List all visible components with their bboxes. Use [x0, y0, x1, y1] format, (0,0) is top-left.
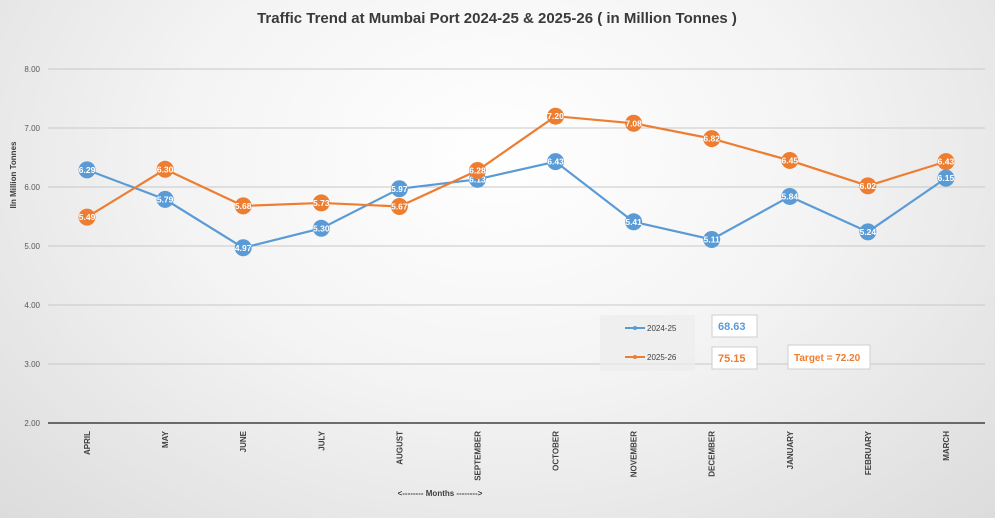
data-label: 5.84 [782, 191, 799, 201]
target-label: Target = 72.20 [794, 353, 861, 364]
data-label: 6.15 [938, 173, 955, 183]
data-label: 6.43 [938, 157, 955, 167]
data-point [78, 161, 96, 179]
x-tick-label: MAY [161, 430, 170, 448]
data-label: 5.73 [313, 198, 330, 208]
x-tick-label: AUGUST [395, 431, 404, 465]
y-tick-label: 2.00 [24, 419, 40, 428]
data-label: 5.30 [313, 223, 330, 233]
series-line [86, 115, 947, 219]
series-line [86, 160, 947, 249]
data-label: 6.29 [79, 165, 96, 175]
total-2025-26: 75.15 [718, 353, 746, 365]
legend-label-2024-25: 2024-25 [647, 324, 677, 333]
data-label: 5.11 [704, 235, 720, 245]
data-label: 6.28 [469, 165, 486, 175]
data-point [390, 180, 408, 198]
data-point [234, 197, 252, 215]
legend-label-2025-26: 2025-26 [647, 353, 677, 362]
data-label: 6.13 [469, 174, 486, 184]
data-point [859, 223, 877, 241]
data-label: 5.67 [391, 201, 408, 211]
data-label: 7.20 [547, 111, 564, 121]
y-tick-label: 4.00 [24, 301, 40, 310]
data-label: 6.45 [782, 155, 799, 165]
data-label: 5.97 [391, 184, 408, 194]
data-point [703, 130, 721, 148]
data-point [703, 231, 721, 249]
total-box-2025-26: 75.15 [711, 346, 758, 370]
data-label: 5.41 [625, 217, 642, 227]
x-tick-label: JUNE [239, 430, 248, 452]
data-point [781, 187, 799, 205]
data-point [937, 169, 955, 187]
x-tick-label: JULY [317, 430, 326, 450]
x-tick-label: MARCH [942, 431, 951, 461]
y-tick-label: 7.00 [24, 124, 40, 133]
y-axis-label: IIn Million Tonnes [9, 141, 18, 209]
series-2024-25: 6.29 5.79 4.97 5.30 5.97 6.13 6.43 5.41 5.11 5.84… [78, 153, 955, 257]
series-group: 6.29 5.79 4.97 5.30 5.97 6.13 6.43 5.41 5.11 5.84… [78, 107, 955, 257]
data-point [312, 194, 330, 212]
data-label: 6.02 [860, 181, 877, 191]
y-axis-ticks: 2.00 3.00 4.00 5.00 6.00 7.00 8.00 [24, 65, 40, 428]
data-point [781, 151, 799, 169]
data-point [937, 153, 955, 171]
x-tick-label: DECEMBER [708, 431, 717, 477]
x-tick-label: APRIL [83, 431, 92, 455]
data-point [625, 114, 643, 132]
data-label: 5.49 [79, 212, 96, 222]
data-point [78, 208, 96, 226]
total-2024-25: 68.63 [718, 321, 746, 333]
data-label: 4.97 [235, 243, 252, 253]
series-2025-26: 5.49 6.30 5.68 5.73 5.67 6.28 7.20 7.08 6.82 6.45… [78, 107, 955, 226]
data-point [547, 107, 565, 125]
gridlines [48, 68, 985, 424]
legend-background [600, 315, 695, 371]
data-point [156, 190, 174, 208]
y-tick-label: 5.00 [24, 242, 40, 251]
legend: 2024-25 2025-26 [600, 315, 695, 371]
data-point [547, 153, 565, 171]
data-point [859, 177, 877, 195]
data-label: 6.43 [547, 157, 564, 167]
legend-marker-2025-26 [633, 355, 637, 359]
data-label: 5.24 [860, 227, 877, 237]
total-box-2024-25: 68.63 [711, 314, 758, 338]
data-label: 6.30 [157, 164, 174, 174]
x-tick-label: OCTOBER [552, 431, 561, 471]
y-tick-label: 3.00 [24, 360, 40, 369]
data-point [156, 160, 174, 178]
legend-marker-2024-25 [633, 326, 637, 330]
y-tick-label: 6.00 [24, 183, 40, 192]
data-point [468, 161, 486, 179]
data-point [625, 213, 643, 231]
x-tick-label: FEBRUARY [864, 430, 873, 475]
x-tick-label: SEPTEMBER [473, 431, 482, 481]
data-label: 7.08 [625, 118, 642, 128]
chart-title: Traffic Trend at Mumbai Port 2024-25 & 2… [257, 10, 737, 27]
x-tick-label: NOVEMBER [630, 431, 639, 477]
data-point [312, 219, 330, 237]
data-label: 6.82 [703, 134, 720, 144]
data-point [390, 197, 408, 215]
x-axis-ticks: APRIL MAY JUNE JULY AUGUST SEPTEMBER OCTOBER NO… [83, 430, 951, 480]
x-tick-label: JANUARY [786, 430, 795, 469]
data-point [234, 239, 252, 257]
data-label: 5.79 [157, 194, 174, 204]
target-box: Target = 72.20 [787, 344, 871, 370]
y-tick-label: 8.00 [24, 65, 40, 74]
x-axis-label: <-------- Months --------> [398, 489, 483, 498]
data-label: 5.68 [235, 201, 252, 211]
